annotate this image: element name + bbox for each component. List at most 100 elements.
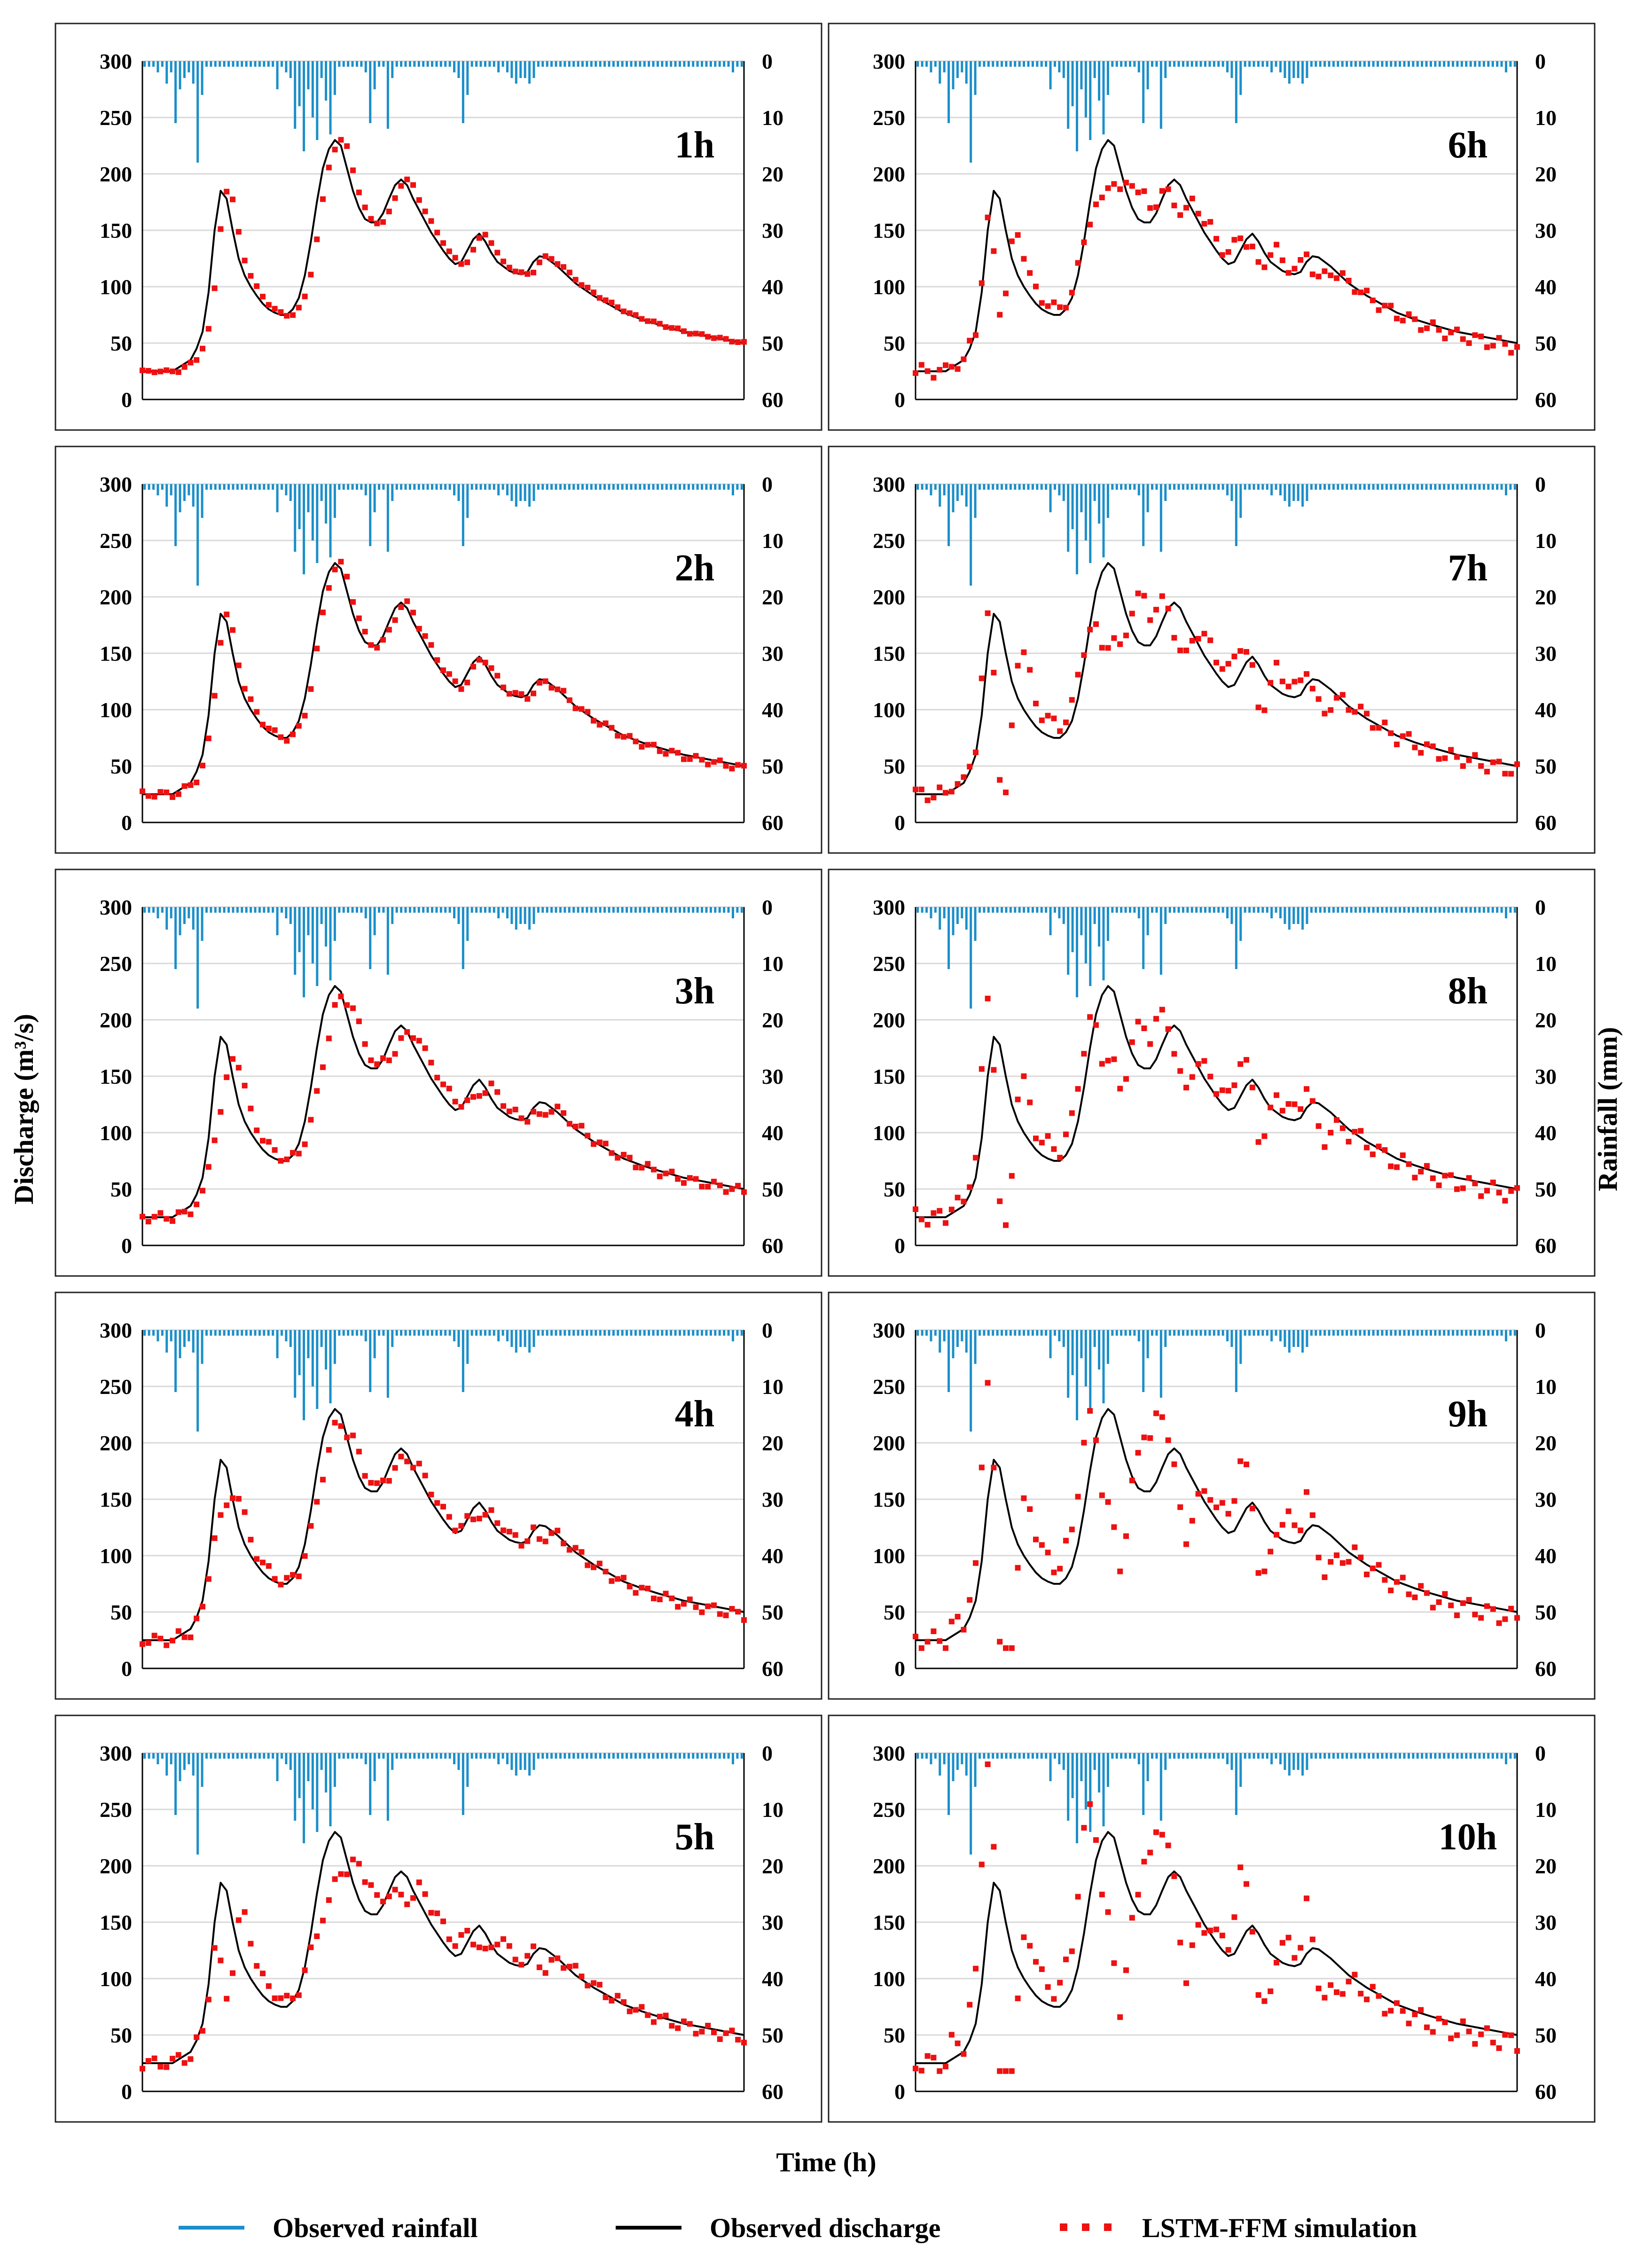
rainfall-bar (161, 907, 164, 913)
rainfall-bar (360, 907, 363, 913)
rainfall-bar (165, 484, 168, 507)
rainfall-bar (559, 1753, 562, 1759)
rainfall-bar (1421, 907, 1424, 913)
simulated-point (422, 1891, 428, 1897)
rainfall-bar (586, 61, 588, 67)
rainfall-bar (183, 907, 186, 924)
rainfall-bar (1190, 484, 1193, 490)
simulated-point (1214, 1504, 1219, 1510)
rainfall-bar (311, 1753, 314, 1809)
rainfall-bar (179, 907, 181, 935)
rainfall-bar (400, 484, 403, 490)
simulated-point (985, 995, 991, 1002)
simulated-point (924, 2053, 931, 2059)
simulated-point (1279, 1522, 1285, 1528)
simulated-point (1123, 1076, 1129, 1082)
rainfall-bar (1301, 1753, 1304, 1776)
rainfall-bar (1067, 1330, 1070, 1398)
rainfall-bar (254, 1330, 257, 1336)
rainfall-bar (1399, 1330, 1401, 1336)
y-tick-right: 0 (762, 472, 773, 496)
simulated-point (1315, 696, 1322, 702)
simulated-point (1412, 316, 1418, 322)
simulated-point (741, 1189, 747, 1195)
y-tick-left: 200 (100, 1854, 132, 1878)
y-tick-left: 0 (121, 811, 132, 835)
simulated-point (1430, 2029, 1436, 2035)
simulated-point (235, 1495, 242, 1502)
rainfall-bar (506, 1330, 509, 1341)
simulated-point (997, 2068, 1003, 2074)
simulated-point (1346, 1979, 1352, 1985)
simulated-point (476, 657, 482, 663)
rainfall-bar (1036, 1753, 1039, 1759)
rainfall-bar (731, 61, 734, 72)
simulated-point (1490, 2040, 1496, 2046)
simulated-point (1075, 1894, 1081, 1900)
simulated-point (1099, 1892, 1105, 1898)
rainfall-bar (165, 907, 168, 930)
simulated-point (596, 295, 603, 301)
simulated-point (410, 1464, 416, 1471)
simulated-point (615, 733, 621, 739)
rainfall-bar (1288, 1330, 1291, 1353)
rainfall-bar (1031, 1330, 1034, 1336)
rainfall-bar (303, 484, 305, 574)
simulated-point (1514, 1185, 1520, 1191)
simulated-point (512, 1532, 518, 1538)
rainfall-bar (1469, 907, 1472, 913)
simulated-point (1189, 1518, 1195, 1524)
simulated-point (1261, 1133, 1268, 1139)
simulated-point (729, 766, 735, 772)
rainfall-bar (316, 61, 319, 140)
simulated-point (961, 2051, 967, 2057)
simulated-point (1081, 1825, 1087, 1831)
rainfall-bar (435, 907, 438, 913)
simulated-point (224, 188, 230, 195)
rainfall-bar (1106, 484, 1109, 518)
simulated-point (1195, 1491, 1201, 1497)
y-tick-left: 250 (873, 106, 905, 130)
simulated-point (224, 1502, 230, 1508)
simulated-point (548, 685, 555, 691)
rainfall-bar (369, 1753, 372, 1815)
rainfall-bar (1354, 907, 1357, 913)
simulated-point (1406, 1161, 1412, 1167)
rainfall-bar (519, 1753, 522, 1770)
rainfall-bar (1372, 484, 1375, 490)
simulated-point (1117, 1086, 1123, 1092)
rainfall-bar (1031, 1753, 1034, 1759)
simulated-point (494, 1520, 501, 1526)
rainfall-bar (276, 1330, 279, 1358)
simulated-point (1394, 1579, 1400, 1585)
rainfall-bar (1213, 484, 1215, 490)
simulated-point (332, 1876, 338, 1882)
rainfall-bar (1496, 484, 1499, 490)
rainfall-bar (1390, 61, 1393, 67)
y-tick-left: 200 (873, 1854, 905, 1878)
simulated-point (566, 697, 572, 703)
rainfall-bar (1452, 484, 1455, 490)
simulated-point (284, 1156, 290, 1162)
simulated-point (937, 1638, 943, 1644)
rainfall-bar (1005, 1753, 1008, 1759)
simulated-point (1153, 1016, 1159, 1022)
rainfall-bar (586, 1753, 588, 1759)
rainfall-bar (294, 907, 297, 975)
simulated-point (1364, 288, 1370, 294)
rainfall-bar (303, 61, 305, 151)
simulated-point (1189, 638, 1195, 644)
rainfall-bar (639, 907, 642, 913)
simulated-point (1045, 303, 1051, 309)
simulated-point (1285, 270, 1292, 276)
simulated-point (1045, 1133, 1051, 1139)
rainfall-bar (475, 907, 478, 913)
rainfall-bar (1146, 1753, 1149, 1781)
rainfall-bar (1199, 1753, 1202, 1759)
simulated-point (416, 197, 422, 203)
rainfall-bar (718, 484, 721, 490)
simulated-point (170, 368, 175, 375)
rainfall-bar (170, 61, 172, 72)
rainfall-bar (736, 907, 739, 913)
simulated-point (1057, 1155, 1063, 1161)
